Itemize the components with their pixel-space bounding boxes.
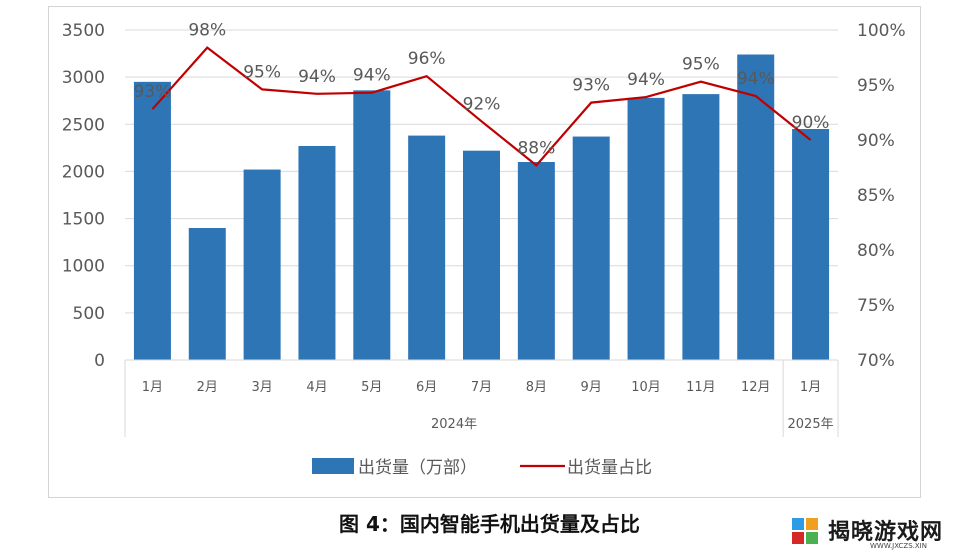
y-right-tick-label: 80% [857,241,895,261]
y-left-tick-label: 3500 [62,21,105,41]
bar [517,162,555,360]
x-tick-label: 2月 [197,380,218,395]
bar [572,136,610,360]
line-data-label: 95% [243,62,281,82]
y-left-tick-label: 2000 [62,162,105,182]
y-right-tick-label: 95% [857,76,895,96]
x-tick-label: 1月 [800,380,821,395]
figure-caption: 图 4：国内智能手机出货量及占比 [339,512,640,536]
y-right-tick-label: 100% [857,21,906,41]
y-right-tick-label: 85% [857,186,895,206]
x-tick-label: 10月 [631,380,661,395]
bar [243,169,281,360]
y-right-tick-label: 75% [857,296,895,316]
line-data-label: 98% [188,21,226,41]
line-data-label: 94% [298,67,336,87]
x-group-label: 2025年 [788,417,834,432]
bar [682,94,720,360]
bar [298,145,336,360]
bar [353,90,391,360]
bar [188,228,226,360]
y-left-tick-label: 2500 [62,115,105,135]
line-data-label: 94% [353,66,391,86]
line-data-label: 93% [134,82,172,102]
y-left-tick-label: 1500 [62,210,105,230]
x-tick-label: 7月 [471,380,492,395]
legend-bar-swatch [312,458,354,474]
bar [133,81,171,360]
x-tick-label: 8月 [526,380,547,395]
y-left-tick-label: 500 [73,304,105,324]
bar [792,129,830,360]
x-tick-label: 11月 [686,380,716,395]
line-data-label: 88% [517,138,555,158]
bar [737,54,775,361]
line-data-label: 94% [737,69,775,89]
bar [463,150,500,360]
logo-mark-icon [792,518,818,544]
logo-text: 揭晓游戏网 [828,520,944,545]
line-data-label: 94% [627,70,665,90]
x-tick-label: 6月 [416,380,437,395]
y-left-tick-label: 0 [94,351,105,371]
line-data-label: 92% [463,94,501,114]
line-data-label: 96% [408,49,446,69]
logo-subtext: WWW.JXCZS.XIN [870,542,927,550]
legend-bar-label: 出货量（万部） [358,458,477,478]
share-line [151,46,812,167]
x-tick-label: 1月 [142,380,163,395]
line-data-label: 90% [792,113,830,133]
x-tick-label: 9月 [581,380,602,395]
x-tick-label: 3月 [251,380,272,395]
site-logo: 揭晓游戏网 WWW.JXCZS.XIN [790,512,975,556]
y-right-tick-label: 90% [857,131,895,151]
x-tick-label: 12月 [741,380,771,395]
bar [408,135,446,360]
line-data-label: 95% [682,55,720,75]
y-left-tick-label: 1000 [62,257,105,277]
bar [627,97,665,360]
x-tick-label: 5月 [361,380,382,395]
y-left-tick-label: 3000 [62,68,105,88]
legend-line-label: 出货量占比 [567,458,652,478]
y-right-tick-label: 70% [857,351,895,371]
x-tick-label: 4月 [306,380,327,395]
line-data-label: 93% [572,76,610,96]
x-group-label: 2024年 [431,417,477,432]
